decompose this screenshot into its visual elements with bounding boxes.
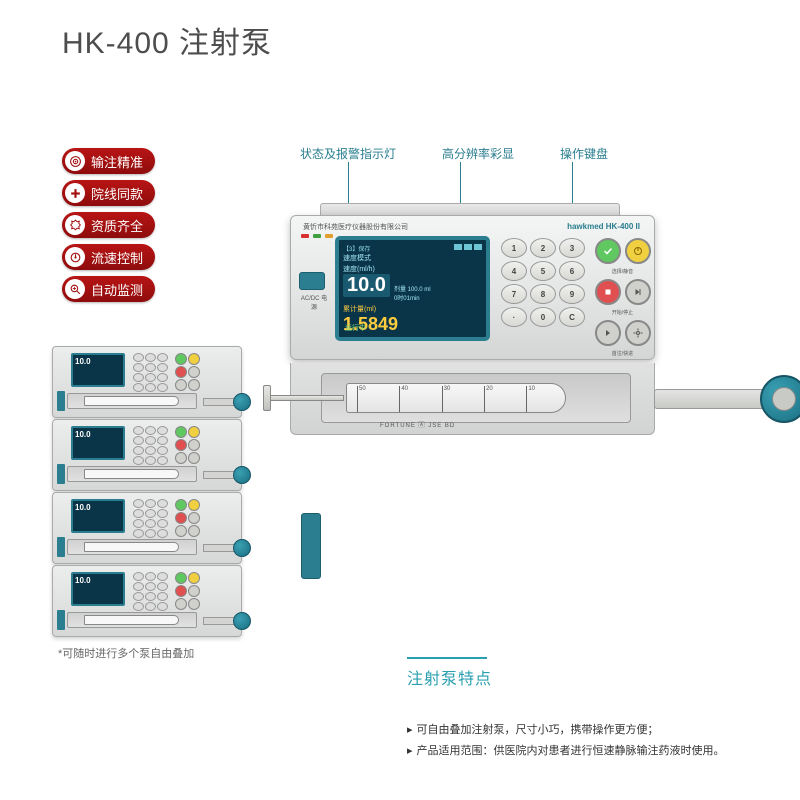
badge-label: 输注精准: [91, 152, 143, 171]
mini-fn: [175, 426, 200, 464]
syringe-brand-label: FORTUNE 🄰 JSE BD: [380, 420, 455, 429]
fn-prime[interactable]: [595, 320, 621, 346]
badge-flowcontrol: 流速控制: [62, 244, 155, 270]
key-2[interactable]: 2: [530, 238, 556, 258]
plus-icon: [65, 183, 85, 203]
device-brand-text: 黄忻市科苑医疗仪器股份有限公司: [303, 222, 408, 232]
key-7[interactable]: 7: [501, 284, 527, 304]
screen-rate-value: 10.0: [343, 274, 390, 297]
screen-vol-label: 累计量(ml): [343, 304, 482, 314]
feature-badges: 输注精准 院线同款 资质齐全 流速控制 自动监测: [62, 148, 155, 302]
mini-fn: [175, 353, 200, 391]
dial-icon: [65, 247, 85, 267]
page-title: HK-400 注射泵: [62, 18, 272, 62]
badge-precision: 输注精准: [62, 148, 155, 174]
mini-screen: 10.0: [71, 499, 125, 533]
power-section: AC/DC 电源: [299, 272, 329, 320]
callout-labels: 状态及报警指示灯 高分辨率彩显 操作键盘: [300, 145, 608, 162]
pusher-assembly: [660, 371, 800, 427]
mini-syringe-slot: [67, 612, 197, 628]
badge-label: 院线同款: [91, 184, 143, 203]
power-label: AC/DC 电源: [299, 293, 329, 311]
mini-keypad: [133, 499, 168, 538]
key-0[interactable]: 0: [530, 307, 556, 327]
seal-icon: [65, 215, 85, 235]
mini-syringe-slot: [67, 466, 197, 482]
key-3[interactable]: 3: [559, 238, 585, 258]
screen-dose: 剂量 100.0 ml: [394, 284, 431, 293]
syringe-slot: 50 40 30 20 10: [290, 363, 655, 435]
screen-rate-label: 速度(ml/h): [343, 264, 482, 274]
stack-caption: *可随时进行多个泵自由叠加: [58, 645, 252, 661]
accent-line: [407, 657, 487, 659]
key-dot[interactable]: ·: [501, 307, 527, 327]
feature-item: 产品适用范围：供医院内对患者进行恒速静脉输注药液时使用。: [407, 741, 725, 762]
mini-syringe-slot: [67, 539, 197, 555]
features-list: 可自由叠加注射泵，尺寸小巧，携带操作更方便； 产品适用范围：供医院内对患者进行恒…: [407, 720, 725, 762]
feature-item: 可自由叠加注射泵，尺寸小巧，携带操作更方便；: [407, 720, 725, 741]
key-6[interactable]: 6: [559, 261, 585, 281]
mini-screen: 10.0: [71, 353, 125, 387]
key-clear[interactable]: C: [559, 307, 585, 327]
target-icon: [65, 151, 85, 171]
mini-screen: 10.0: [71, 572, 125, 606]
indicator-lights: [301, 234, 333, 238]
device-model-text: hawkmed HK-400 II: [567, 222, 640, 231]
badge-certified: 资质齐全: [62, 212, 155, 238]
screen-status: 运行中: [345, 323, 366, 333]
mini-syringe-slot: [67, 393, 197, 409]
fn-label-2: 开始/停止: [595, 309, 650, 316]
callout-indicator: 状态及报警指示灯: [300, 145, 396, 162]
features-title: 注射泵特点: [407, 665, 492, 689]
pusher-knob[interactable]: [760, 375, 800, 423]
fn-select[interactable]: [595, 238, 621, 264]
stack-unit: 10.0: [52, 565, 242, 637]
mini-keypad: [133, 426, 168, 465]
syringe: 50 40 30 20 10: [346, 383, 566, 413]
badge-label: 自动监测: [91, 280, 143, 299]
zoom-icon: [65, 279, 85, 299]
fn-label-3: 首注/快进: [595, 350, 650, 357]
fn-start[interactable]: [625, 238, 651, 264]
stack-unit: 10.0: [52, 492, 242, 564]
syringe-plunger: [269, 381, 349, 415]
syringe-clamp: [301, 513, 321, 579]
mini-fn: [175, 499, 200, 537]
callout-keypad: 操作键盘: [560, 145, 608, 162]
badge-monitor: 自动监测: [62, 276, 155, 302]
pusher-rail: [654, 389, 774, 409]
features-heading: 注射泵特点: [407, 657, 492, 689]
fn-setup[interactable]: [625, 320, 651, 346]
power-button[interactable]: [299, 272, 325, 290]
key-4[interactable]: 4: [501, 261, 527, 281]
key-9[interactable]: 9: [559, 284, 585, 304]
screen-topleft: 【3】保存: [343, 244, 370, 253]
mini-fn: [175, 572, 200, 610]
screen-mode: 速度模式: [343, 253, 482, 263]
key-1[interactable]: 1: [501, 238, 527, 258]
screen-time: 0时01min: [394, 293, 431, 302]
lcd-screen: 【3】保存 速度模式 速度(ml/h) 10.0 剂量 100.0 ml 0时0…: [335, 236, 490, 341]
stack-unit: 10.0: [52, 419, 242, 491]
key-5[interactable]: 5: [530, 261, 556, 281]
numeric-keypad: 1 2 3 4 5 6 7 8 9 · 0 C: [501, 238, 587, 327]
callout-display: 高分辨率彩显: [442, 145, 514, 162]
badge-hospital: 院线同款: [62, 180, 155, 206]
device-main: 黄忻市科苑医疗仪器股份有限公司 hawkmed HK-400 II AC/DC …: [290, 215, 690, 450]
mini-keypad: [133, 572, 168, 611]
mini-screen: 10.0: [71, 426, 125, 460]
mini-keypad: [133, 353, 168, 392]
fn-label-1: 选择/静音: [595, 268, 650, 275]
device-body: 黄忻市科苑医疗仪器股份有限公司 hawkmed HK-400 II AC/DC …: [290, 215, 655, 360]
syringe-graduations: 50 40 30 20 10: [357, 386, 535, 412]
stacked-pumps: 10.0 10.0 10.0 10.0 *可随时进行多个泵自由叠加: [52, 346, 252, 661]
key-8[interactable]: 8: [530, 284, 556, 304]
fn-bolus[interactable]: [625, 279, 651, 305]
stack-unit: 10.0: [52, 346, 242, 418]
badge-label: 流速控制: [91, 248, 143, 267]
badge-label: 资质齐全: [91, 216, 143, 235]
function-buttons: 选择/静音 开始/停止 首注/快进: [595, 238, 651, 357]
fn-stop[interactable]: [595, 279, 621, 305]
